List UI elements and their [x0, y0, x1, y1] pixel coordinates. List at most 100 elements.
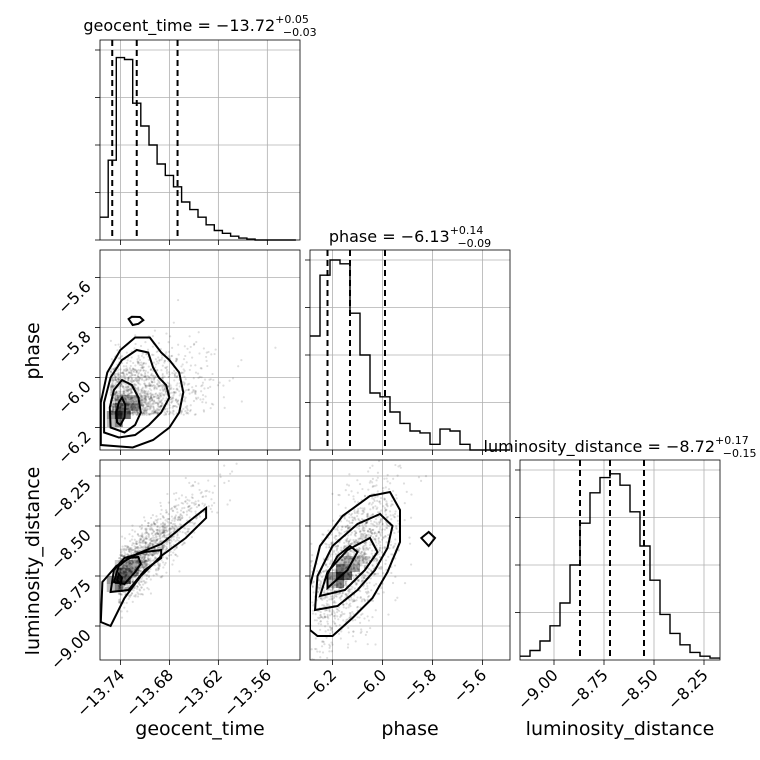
sample-point [346, 526, 350, 529]
sample-point [122, 565, 125, 568]
sample-point [323, 616, 327, 619]
sample-point [170, 396, 173, 399]
sample-point [331, 608, 334, 612]
sample-point [321, 651, 325, 654]
sample-point [146, 393, 149, 396]
sample-point [194, 396, 198, 399]
sample-point [133, 409, 137, 412]
sample-point [135, 560, 138, 564]
sample-point [183, 542, 186, 545]
sample-point [166, 410, 169, 413]
sample-point [124, 570, 128, 573]
sample-point [364, 536, 367, 539]
sample-point [346, 552, 349, 555]
sample-point [381, 523, 384, 526]
sample-point [111, 382, 114, 385]
sample-point [360, 580, 363, 584]
sample-point [138, 541, 141, 544]
sample-point [353, 541, 356, 544]
sample-point [230, 470, 234, 473]
sample-point [131, 379, 134, 382]
sample-point [136, 403, 139, 406]
sample-point [154, 358, 157, 361]
sample-point [188, 509, 191, 512]
sample-point [228, 499, 232, 502]
sample-point [140, 559, 143, 562]
sample-point [123, 377, 126, 380]
sample-point [138, 583, 141, 586]
sample-point [144, 541, 147, 544]
sample-point [209, 378, 212, 381]
sample-point [131, 380, 134, 383]
sample-point [339, 549, 342, 552]
sample-point [139, 369, 142, 373]
sample-point [174, 553, 177, 556]
sample-point [144, 554, 147, 557]
sample-point [347, 551, 350, 555]
sample-point [371, 549, 374, 552]
sample-point [350, 598, 353, 601]
sample-point [380, 566, 383, 569]
sample-point [188, 516, 191, 519]
sample-point [371, 599, 375, 602]
sample-point [161, 531, 165, 534]
sample-point [141, 540, 144, 543]
sample-point [149, 578, 152, 581]
sample-point [147, 524, 150, 527]
sample-point [141, 411, 144, 415]
sample-point [132, 413, 135, 416]
sample-point [140, 523, 143, 527]
sample-point [154, 409, 157, 412]
sample-point [385, 516, 388, 520]
sample-point [379, 520, 383, 523]
sample-point [328, 588, 331, 591]
sample-point [130, 377, 133, 381]
sample-point [200, 385, 203, 388]
sample-point [343, 563, 346, 567]
sample-point [143, 556, 146, 559]
sample-point [329, 628, 332, 632]
sample-point [318, 586, 321, 590]
sample-point [149, 552, 153, 556]
sample-point [210, 353, 213, 356]
sample-point [130, 372, 134, 375]
sample-point [141, 557, 144, 560]
sample-point [110, 412, 114, 415]
sample-point [128, 371, 131, 375]
sample-point [152, 522, 156, 525]
sample-point [123, 571, 126, 575]
sample-point [143, 564, 146, 567]
sample-point [175, 504, 178, 507]
sample-point [180, 371, 183, 374]
sample-point [124, 571, 127, 574]
sample-point [353, 530, 356, 533]
sample-point [137, 390, 140, 393]
sample-point [183, 375, 186, 378]
sample-point [115, 391, 118, 394]
sample-point [153, 540, 156, 543]
sample-point [132, 370, 136, 374]
sample-point [393, 544, 396, 548]
sample-point [164, 548, 167, 551]
sample-point [312, 580, 315, 583]
density-cell [344, 556, 352, 564]
sample-point [111, 408, 115, 411]
density-cell [122, 403, 131, 411]
sample-point [378, 567, 381, 570]
sample-point [379, 526, 382, 529]
sample-point [132, 589, 135, 592]
sample-point [393, 531, 396, 535]
sample-point [159, 347, 163, 351]
sample-point [355, 581, 358, 585]
sample-point [130, 404, 133, 407]
sample-point [144, 341, 147, 344]
sample-point [126, 572, 129, 575]
sample-point [322, 557, 325, 560]
sample-point [128, 375, 132, 378]
sample-point [170, 401, 173, 404]
sample-point [161, 525, 164, 528]
sample-point [187, 388, 190, 392]
sample-point [114, 396, 117, 399]
sample-point [165, 509, 168, 512]
sample-point [338, 596, 341, 600]
